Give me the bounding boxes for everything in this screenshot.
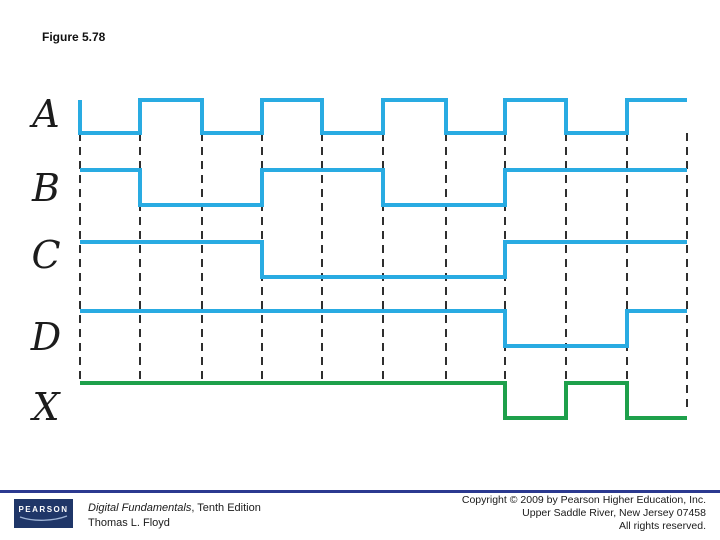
- copyright-line-1: Copyright © 2009 by Pearson Higher Educa…: [461, 494, 706, 506]
- waveform-D: [80, 309, 687, 348]
- figure-label: Figure 5.78: [42, 30, 106, 44]
- waveform-X: [80, 381, 687, 420]
- footer-rule: [0, 490, 720, 493]
- book-edition: , Tenth Edition: [191, 502, 261, 514]
- waveform-label-X: X: [29, 385, 61, 429]
- waveform-B: [80, 168, 687, 207]
- waveform-A: [78, 98, 687, 135]
- book-info: Digital Fundamentals, Tenth Edition Thom…: [88, 501, 261, 531]
- pearson-logo: PEARSON: [14, 499, 73, 528]
- book-title-line: Digital Fundamentals, Tenth Edition: [88, 501, 261, 516]
- book-title: Digital Fundamentals: [88, 502, 192, 514]
- waveform-label-C: C: [31, 233, 60, 277]
- waveform-label-A: A: [29, 92, 59, 136]
- waveform-label-D: D: [30, 315, 61, 359]
- copyright-line-2: Upper Saddle River, New Jersey 07458: [522, 507, 706, 519]
- waveform-label-B: B: [31, 166, 60, 210]
- waveform-C: [80, 240, 687, 279]
- copyright-block: Copyright © 2009 by Pearson Higher Educa…: [462, 494, 706, 533]
- pearson-swoosh-icon: [19, 515, 68, 521]
- copyright-line-3: All rights reserved.: [619, 520, 706, 532]
- book-author: Thomas L. Floyd: [88, 517, 170, 529]
- pearson-logo-text: PEARSON: [18, 505, 69, 514]
